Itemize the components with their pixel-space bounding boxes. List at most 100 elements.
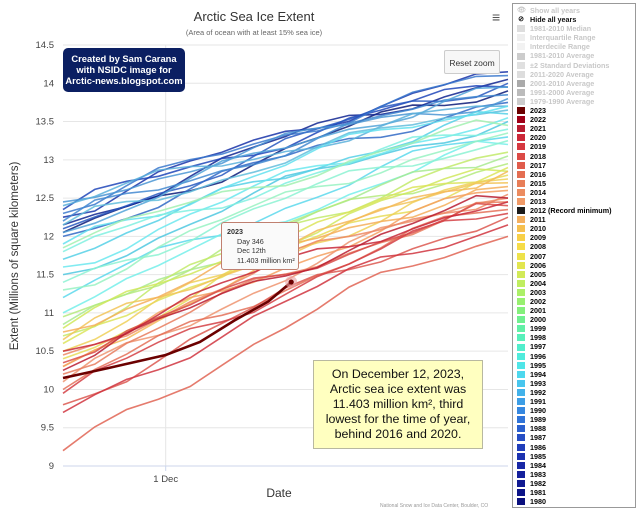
legend-year-item[interactable]: 1994	[517, 370, 635, 379]
legend-swatch	[517, 379, 525, 387]
legend-year-item[interactable]: 2022	[517, 115, 635, 124]
legend-swatch	[517, 416, 525, 424]
legend-year-item[interactable]: 2012 (Record minimum)	[517, 206, 635, 215]
legend-year-item[interactable]: 2016	[517, 170, 635, 179]
legend-year-item[interactable]: 1996	[517, 352, 635, 361]
legend-year-item[interactable]: 1990	[517, 406, 635, 415]
credit-line-1: Created by Sam Carana	[71, 53, 177, 64]
legend-stat-item[interactable]: 1981-2010 Average	[517, 51, 635, 60]
legend-year-item[interactable]: 2002	[517, 297, 635, 306]
legend-swatch	[517, 97, 525, 105]
legend-year-item[interactable]: 1983	[517, 470, 635, 479]
legend-year-item[interactable]: 1982	[517, 479, 635, 488]
legend-label: 1999	[530, 324, 546, 334]
legend-label: ±2 Standard Deviations	[530, 60, 610, 70]
legend-year-item[interactable]: 1991	[517, 397, 635, 406]
series-line-2023	[62, 281, 293, 380]
hamburger-menu-icon[interactable]: ≡	[492, 9, 501, 25]
legend-year-item[interactable]: 2021	[517, 124, 635, 133]
legend-year-item[interactable]: 1988	[517, 424, 635, 433]
legend-year-item[interactable]: 1992	[517, 388, 635, 397]
legend-label: 2009	[530, 233, 546, 243]
legend-swatch	[517, 307, 525, 315]
axis-layer: 9 9.5 10 10.5 11 11.5 12 12.5 13 13.5 14 14.5 1 Dec	[36, 40, 508, 485]
legend-label: 1986	[530, 442, 546, 452]
legend-year-item[interactable]: 1989	[517, 415, 635, 424]
legend-year-item[interactable]: 1993	[517, 379, 635, 388]
legend-year-item[interactable]: 1979	[517, 506, 635, 508]
legend-year-item[interactable]: 1980	[517, 497, 635, 506]
legend-swatch	[517, 125, 525, 133]
legend-year-item[interactable]: 1987	[517, 433, 635, 442]
legend-year-item[interactable]: 2008	[517, 242, 635, 251]
series-line-1988	[62, 86, 509, 234]
legend-label: 1981-2010 Average	[530, 51, 595, 61]
legend-swatch	[517, 434, 525, 442]
legend-label: 2010	[530, 224, 546, 234]
legend-swatch	[517, 198, 525, 206]
legend-label: 2001-2010 Average	[530, 78, 595, 88]
legend-swatch	[517, 352, 525, 360]
legend-swatch	[517, 461, 525, 469]
legend-label: 2002	[530, 297, 546, 306]
reset-zoom-button[interactable]: Reset zoom	[444, 50, 500, 74]
credit-box: Created by Sam Carana with NSIDC image f…	[63, 48, 185, 92]
legend-year-item[interactable]: 2009	[517, 233, 635, 242]
legend-year-item[interactable]: 1985	[517, 452, 635, 461]
legend-year-item[interactable]: 2004	[517, 279, 635, 288]
highlight-point[interactable]	[288, 279, 294, 285]
legend-swatch	[517, 507, 525, 508]
legend-label: 1994	[530, 369, 546, 379]
legend-year-item[interactable]: 1986	[517, 443, 635, 452]
series-line-1986	[62, 94, 509, 222]
legend-year-item[interactable]: 2003	[517, 288, 635, 297]
legend-year-item[interactable]: 2017	[517, 161, 635, 170]
legend-year-item[interactable]: 1995	[517, 361, 635, 370]
legend-year-item[interactable]: 1997	[517, 342, 635, 351]
legend-year-item[interactable]: 2005	[517, 270, 635, 279]
legend-swatch	[517, 70, 525, 78]
legend-year-item[interactable]: 2015	[517, 179, 635, 188]
legend-label: 1984	[530, 460, 546, 470]
legend-year-item[interactable]: 2006	[517, 261, 635, 270]
legend-swatch	[517, 243, 525, 251]
legend-year-item[interactable]: 2000	[517, 315, 635, 324]
legend-stat-item[interactable]: 1981-2010 Median	[517, 24, 635, 33]
legend-stat-item[interactable]: 2001-2010 Average	[517, 79, 635, 88]
legend-year-item[interactable]: 1999	[517, 324, 635, 333]
legend-stat-item[interactable]: 1979-1990 Average	[517, 97, 635, 106]
legend-year-item[interactable]: 2019	[517, 142, 635, 151]
legend-year-item[interactable]: 1981	[517, 488, 635, 497]
legend-label: 2014	[530, 187, 546, 197]
legend-statistics: 1981-2010 Median Interquartile Range Inter…	[517, 24, 635, 106]
legend-stat-item[interactable]: Interdecile Range	[517, 42, 635, 51]
legend-year-item[interactable]: 2014	[517, 188, 635, 197]
legend-year-item[interactable]: 2011	[517, 215, 635, 224]
credit-line-3: Arctic-news.blogspot.com	[65, 75, 183, 86]
legend-label: 2001	[530, 306, 546, 316]
legend-hide-all[interactable]: ⊘ Hide all years	[517, 15, 635, 24]
legend-years: 2023 2022 2021 2020 2019 2018 2017 2016 2015 2014…	[517, 106, 635, 508]
legend-year-item[interactable]: 2010	[517, 224, 635, 233]
y-tick-label: 12.5	[36, 193, 55, 204]
legend-stat-item[interactable]: Interquartile Range	[517, 33, 635, 42]
y-axis-label: Extent (Millions of square kilometers)	[9, 162, 21, 351]
legend-stat-item[interactable]: 1991-2000 Average	[517, 88, 635, 97]
series-line-1997	[62, 128, 509, 253]
legend-year-item[interactable]: 2001	[517, 306, 635, 315]
legend-stat-item[interactable]: 2011-2020 Average	[517, 70, 635, 79]
eye-slash-icon: ⊘	[518, 16, 524, 24]
legend-label: 1991-2000 Average	[530, 87, 595, 97]
legend-show-all[interactable]: 👁 Show all years	[517, 6, 635, 15]
legend-year-item[interactable]: 2007	[517, 252, 635, 261]
legend-swatch	[517, 361, 525, 369]
legend-year-item[interactable]: 1984	[517, 461, 635, 470]
series-line-2015	[62, 208, 509, 391]
legend-year-item[interactable]: 2023	[517, 106, 635, 115]
legend-year-item[interactable]: 1998	[517, 333, 635, 342]
legend-swatch	[517, 25, 525, 33]
legend-stat-item[interactable]: ±2 Standard Deviations	[517, 61, 635, 70]
legend-year-item[interactable]: 2020	[517, 133, 635, 142]
legend-year-item[interactable]: 2013	[517, 197, 635, 206]
legend-year-item[interactable]: 2018	[517, 152, 635, 161]
